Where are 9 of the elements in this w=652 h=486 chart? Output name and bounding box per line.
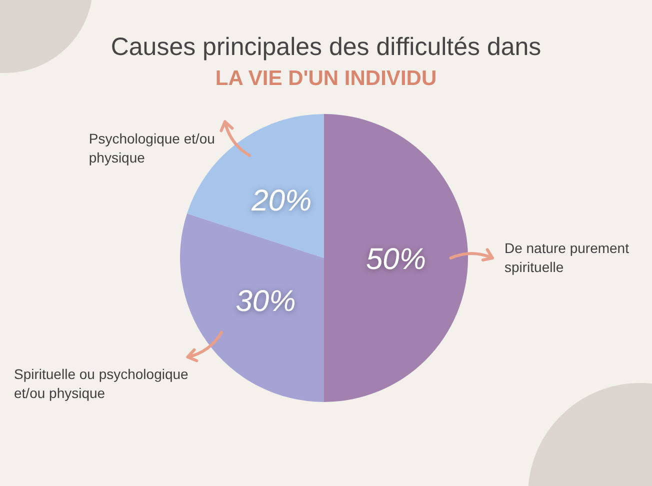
slice-label: De nature purement spirituelle xyxy=(504,240,630,275)
slice-label: Psychologique et/ou physique xyxy=(88,130,215,166)
slice-label: Spirituelle ou psychologique et/ou physique xyxy=(14,366,189,402)
data-label: 50% xyxy=(366,242,426,276)
data-label: 30% xyxy=(236,285,296,318)
chart-subtitle: LA VIE D'UN INDIVIDU xyxy=(215,67,437,90)
chart-title: Causes principales des difficultés dans xyxy=(110,33,542,61)
pie-slice xyxy=(324,114,468,402)
data-label: 20% xyxy=(250,184,312,218)
